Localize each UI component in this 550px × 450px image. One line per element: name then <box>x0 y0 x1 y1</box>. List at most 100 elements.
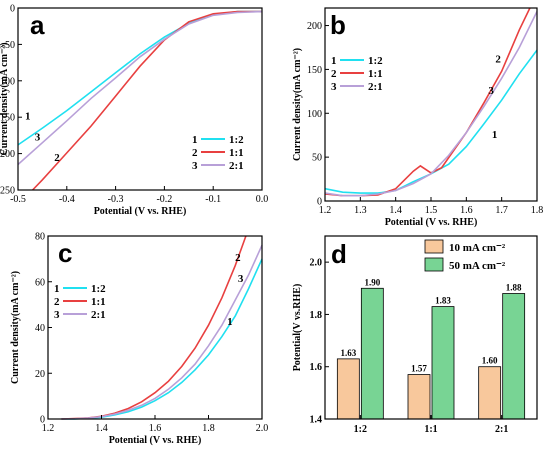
panel-a-ytick-label: -150 <box>0 113 15 124</box>
panel-d-data-label: 1.57 <box>411 364 427 374</box>
panel-d-bar <box>336 358 360 420</box>
panel-c-xtick-label: 1.4 <box>95 423 108 434</box>
panel-d-category-label: 1:1 <box>424 424 437 435</box>
panel-b-xtick-label: 1.5 <box>425 205 438 216</box>
panel-c-legend-label: 1:2 <box>91 283 106 295</box>
panel-b-legend-num: 3 <box>331 81 337 93</box>
panel-a-ytick-label: -100 <box>0 76 15 87</box>
panel-b-legend-num: 1 <box>331 55 337 67</box>
panel-b-ylabel: Current density(mA cm⁻²) <box>292 48 303 161</box>
panel-c: 1.2 1.4 1.6 1.8 2.0 0 20 40 60 80 Potential (V vs.… <box>10 232 268 447</box>
panel-a-ytick-label: -250 <box>0 186 15 197</box>
panel-b-ytick-label: 0 <box>317 197 322 208</box>
panel-d-ytick-label: 2.0 <box>310 258 323 269</box>
panel-c-curve-label: 2 <box>235 252 241 264</box>
panel-d-data-label: 1.63 <box>340 348 356 358</box>
panel-b-xlabel: Potential (V vs. RHE) <box>385 217 478 228</box>
panel-b-ytick-label: 100 <box>307 109 322 120</box>
panel-b-legend-label: 1:1 <box>368 68 383 80</box>
panel-c-curve-label: 1 <box>227 316 233 328</box>
panel-d-legend-swatch <box>424 257 444 272</box>
panel-b-xtick-label: 1.7 <box>495 205 508 216</box>
panel-c-legend-num: 3 <box>54 309 60 321</box>
panel-c-ytick-label: 40 <box>35 323 45 334</box>
panel-d-bar <box>478 366 502 420</box>
panel-b-xtick-label: 1.2 <box>319 205 332 216</box>
panel-a-legend-num: 2 <box>192 147 198 159</box>
panel-d-bar <box>407 374 431 420</box>
panel-d-data-label: 1.90 <box>364 277 380 287</box>
panel-b-legend-label: 2:1 <box>368 81 383 93</box>
panel-b-curve-label: 2 <box>495 53 501 65</box>
panel-c-ytick-label: 60 <box>35 277 45 288</box>
panel-d-category-label: 1:2 <box>354 424 367 435</box>
panel-a-curve-label: 3 <box>35 131 41 143</box>
panel-a-series-3-line <box>17 10 263 166</box>
panel-c-xtick-label: 1.2 <box>42 423 55 434</box>
panel-b-legend-label: 1:2 <box>368 55 383 67</box>
panel-b-xtick-label: 1.4 <box>389 205 402 216</box>
panel-a-curve-label: 1 <box>25 110 31 122</box>
panel-a-legend-label: 1:2 <box>229 134 244 146</box>
panel-c-series-2-line <box>61 235 247 420</box>
panel-d-legend-swatch <box>424 239 444 254</box>
panel-a-letter: a <box>30 10 45 40</box>
panel-d-data-label: 1.83 <box>435 296 451 306</box>
panel-a-xtick-label: -0.1 <box>205 194 221 205</box>
panel-b-xtick-label: 1.6 <box>460 205 473 216</box>
panel-a-frame <box>17 7 263 191</box>
panel-d-ytick-label: 1.6 <box>310 362 323 373</box>
panel-a-xlabel: Potential (V vs. RHE) <box>94 206 187 217</box>
panel-a-ytick-label: -50 <box>2 40 15 51</box>
panel-c-xtick-label: 1.8 <box>202 423 215 434</box>
panel-d-ylabel: Potential(V vs.RHE) <box>292 284 303 372</box>
panel-a-xtick-label: -0.3 <box>108 194 124 205</box>
panel-d-ytick-label: 1.4 <box>310 415 323 426</box>
panel-c-ytick-label: 20 <box>35 369 45 380</box>
panel-a-xtick-label: -0.4 <box>59 194 75 205</box>
panel-d-data-label: 1.88 <box>506 283 522 293</box>
panel-b-curve-label: 1 <box>492 129 498 141</box>
panel-b: 1.2 1.3 1.4 1.5 1.6 1.7 1.8 0 50 100 150 200 Potenti… <box>292 7 544 228</box>
panel-c-legend-num: 2 <box>54 296 60 308</box>
panel-c-xtick-label: 1.6 <box>149 423 162 434</box>
panel-b-xtick-label: 1.3 <box>354 205 367 216</box>
panel-b-xtick-label: 1.8 <box>531 205 544 216</box>
panel-d-frame <box>324 235 538 420</box>
panel-b-letter: b <box>330 10 346 40</box>
panel-a-ylabel: Current density(mA cm⁻²) <box>0 42 10 155</box>
panel-b-series-2-line <box>324 7 531 197</box>
panel-c-xtick-label: 2.0 <box>256 423 269 434</box>
panel-a-legend-num: 1 <box>192 134 198 146</box>
panel-c-xlabel: Potential (V vs. RHE) <box>109 435 202 446</box>
panel-d-bar <box>360 287 384 420</box>
panel-d-bar <box>431 306 455 420</box>
panel-a-ytick-label: -200 <box>0 149 15 160</box>
panel-a-series-2-line <box>32 10 262 191</box>
panel-c-legend-num: 1 <box>54 283 60 295</box>
panel-b-ytick-label: 150 <box>307 65 322 76</box>
panel-a-legend-label: 2:1 <box>229 160 244 172</box>
panel-a: -0.5 -0.4 -0.3 -0.2 -0.1 0.0 -250 -200 -150 -100 -… <box>0 4 268 218</box>
panel-d-data-label: 1.60 <box>482 356 498 366</box>
panel-c-ytick-label: 80 <box>35 232 45 243</box>
panel-d-bar <box>502 293 526 420</box>
panel-d-legend-label: 10 mA cm⁻² <box>449 242 506 254</box>
panel-a-legend-num: 3 <box>192 160 198 172</box>
panel-c-letter: c <box>58 238 72 268</box>
panel-a-xtick-label: -0.5 <box>10 194 26 205</box>
panel-b-ytick-label: 200 <box>307 21 322 32</box>
panel-c-ytick-label: 0 <box>40 415 45 426</box>
panel-b-ytick-label: 50 <box>312 153 322 164</box>
panel-a-xtick-label: 0.0 <box>256 194 269 205</box>
panel-d: 1.63 1.90 1:2 1.57 1.83 1:1 1.60 1.88 2:1 1.4 1.6 1… <box>292 235 538 435</box>
panel-c-legend-label: 1:1 <box>91 296 106 308</box>
panel-b-legend-num: 2 <box>331 68 337 80</box>
panel-a-series-1-line <box>17 10 262 146</box>
panel-a-legend-label: 1:1 <box>229 147 244 159</box>
panel-d-category-label: 2:1 <box>495 424 508 435</box>
panel-b-series-3-line <box>324 11 538 197</box>
panel-c-ylabel: Current density(mA cm⁻²) <box>10 271 21 384</box>
panel-a-ytick-label: 0 <box>10 4 15 15</box>
